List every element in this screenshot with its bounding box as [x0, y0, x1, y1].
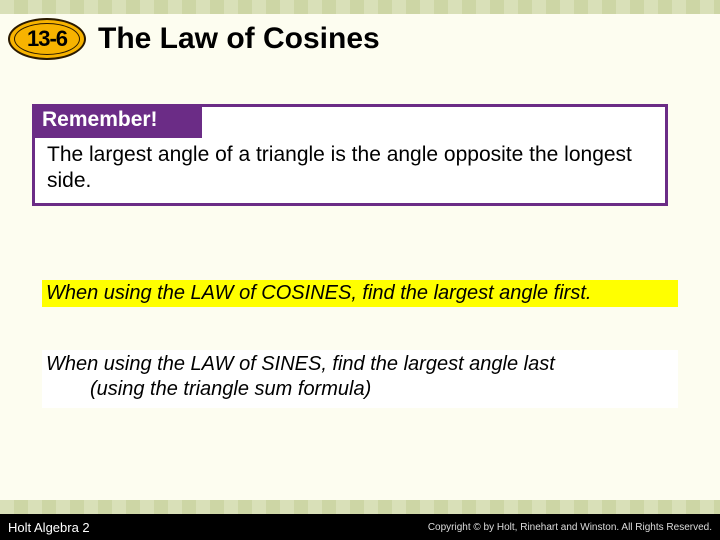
section-badge: 13-6: [4, 14, 90, 64]
remember-callout: Remember! The largest angle of a triangl…: [32, 104, 668, 206]
lesson-header: 13-6 The Law of Cosines: [0, 14, 720, 64]
callout-heading: Remember!: [32, 104, 202, 138]
decorative-top-border: [0, 0, 720, 14]
decorative-bottom-border: [0, 500, 720, 514]
lesson-title: The Law of Cosines: [98, 22, 380, 56]
tip-cosines: When using the LAW of COSINES, find the …: [42, 280, 678, 307]
tip-sines: When using the LAW of SINES, find the la…: [42, 350, 678, 408]
tip-sines-line1: When using the LAW of SINES, find the la…: [46, 352, 674, 377]
tip-sines-line2: (using the triangle sum formula): [46, 377, 674, 402]
footer-copyright: Copyright © by Holt, Rinehart and Winsto…: [428, 522, 712, 533]
section-number: 13-6: [27, 26, 67, 52]
page-footer: Holt Algebra 2 Copyright © by Holt, Rine…: [0, 514, 720, 540]
callout-body: The largest angle of a triangle is the a…: [35, 138, 665, 203]
footer-textbook: Holt Algebra 2: [8, 520, 90, 535]
